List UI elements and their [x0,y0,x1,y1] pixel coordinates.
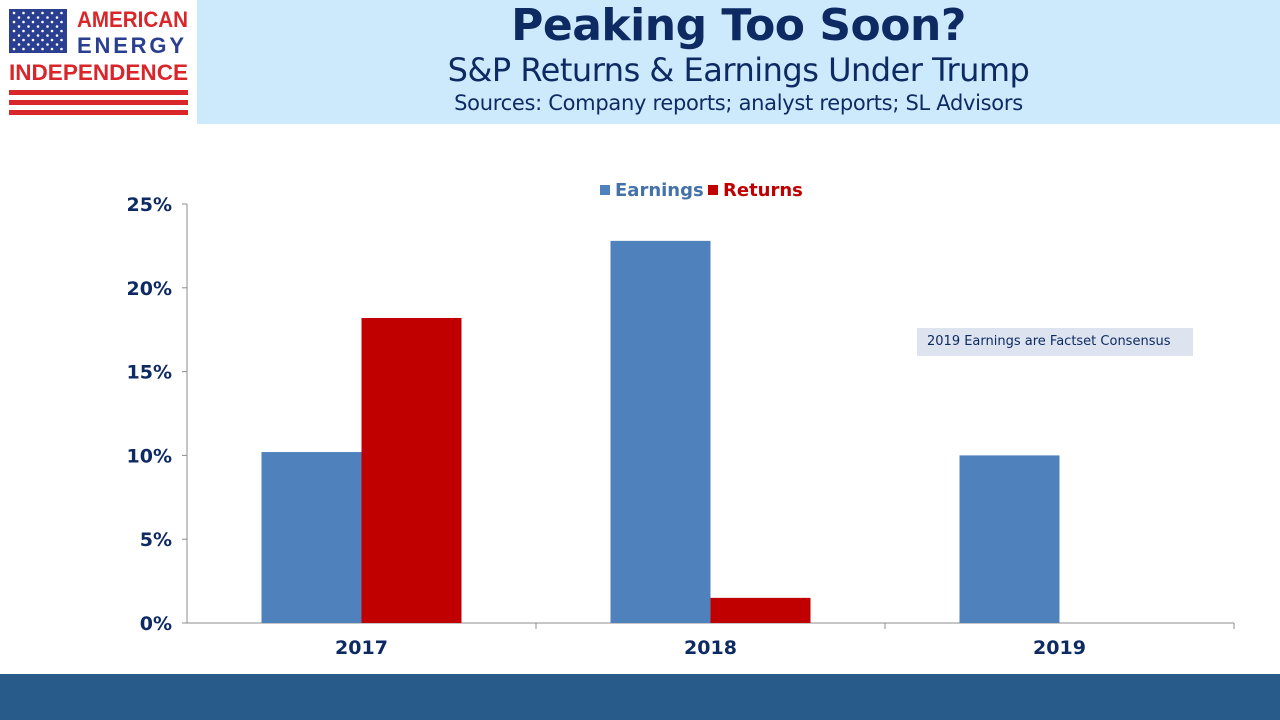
legend-swatch-returns [708,185,718,195]
y-tick-label: 0% [140,613,172,635]
bar-returns-2018 [710,597,811,623]
flag-star [31,47,35,51]
y-tick-label: 10% [127,445,172,467]
flag-star [36,34,40,37]
logo-stripe [9,110,188,115]
flag-star [55,16,59,19]
flag-star [22,11,25,15]
flag-star [22,29,25,33]
flag-star [27,43,30,46]
y-tick-label: 25% [127,194,172,216]
flag-star [12,29,16,33]
flag-star [31,29,35,33]
flag-star [36,43,40,46]
flag-star [41,29,44,33]
x-tick-label: 2017 [335,637,388,659]
x-axis: 2017 2018 2019 [187,622,1235,659]
y-tick-label: 5% [140,529,172,551]
flag-star [46,25,49,28]
bar-earnings-2019 [959,455,1060,623]
flag-star [27,25,30,28]
flag-star [55,43,59,46]
bar-earnings-2018 [610,240,711,623]
flag-star [41,47,44,51]
flag-star [50,47,54,51]
flag-star [46,43,49,46]
flag-star [12,38,16,42]
flag-star [60,11,63,15]
legend: Earnings Returns [600,180,803,201]
flag-star [46,16,49,19]
bar-chart: 0% 5% 10% 15% 20% 25% 2017 2018 2019 Earnings Re… [127,180,1235,659]
flag-star [12,11,16,15]
chart-annotation: 2019 Earnings are Factset Consensus [917,328,1193,356]
flag-star [46,34,49,37]
flag-star [50,11,54,15]
flag-star [60,29,63,33]
logo-word-energy: ENERGY [77,33,188,58]
flag-stars [12,11,63,51]
flag-star [55,25,59,28]
flag-star [17,34,21,37]
flag-star [36,16,40,19]
flag-star [50,20,54,24]
flag-star [60,47,63,51]
flag-star [27,16,30,19]
logo-graphic: AMERICAN ENERGY INDEPENDENCE [9,7,188,115]
logo-stripe [9,90,188,95]
x-tick-label: 2018 [684,637,737,659]
flag-star [41,38,44,42]
flag-star [41,11,44,15]
flag-star [55,34,59,37]
flag-star [31,38,35,42]
logo-word-independence: INDEPENDENCE [9,60,188,85]
flag-star [17,16,21,19]
flag-star [22,47,25,51]
bar-earnings-2017 [261,452,362,623]
y-axis: 0% 5% 10% 15% 20% 25% [127,194,188,635]
page-title: Peaking Too Soon? [511,0,966,51]
flag-star [17,25,21,28]
flag-star [22,38,25,42]
sources-line: Sources: Company reports; analyst report… [454,91,1023,115]
y-tick-label: 20% [127,278,172,300]
flag-star [36,25,40,28]
legend-swatch-earnings [600,185,610,195]
flag-star [31,11,35,15]
bar-returns-2017 [361,317,462,623]
flag-star [12,20,16,24]
flag-star [31,20,35,24]
flag-star [12,47,16,51]
logo: AMERICAN ENERGY INDEPENDENCE [0,0,197,124]
x-tick-label: 2019 [1033,637,1086,659]
flag-star [50,38,54,42]
flag-star [41,20,44,24]
bars [261,240,1060,623]
flag-star [60,20,63,24]
flag-star [27,34,30,37]
flag-star [17,43,21,46]
flag-canton [9,9,67,53]
header-band [197,0,1280,124]
logo-word-american: AMERICAN [77,7,188,32]
legend-label-returns: Returns [723,180,803,201]
flag-star [22,20,25,24]
legend-label-earnings: Earnings [615,180,704,201]
logo-stripe [9,100,188,105]
flag-star [50,29,54,33]
y-tick-label: 15% [127,362,172,384]
flag-star [60,38,63,42]
footer-bar [0,674,1280,720]
page-subtitle: S&P Returns & Earnings Under Trump [447,51,1030,89]
